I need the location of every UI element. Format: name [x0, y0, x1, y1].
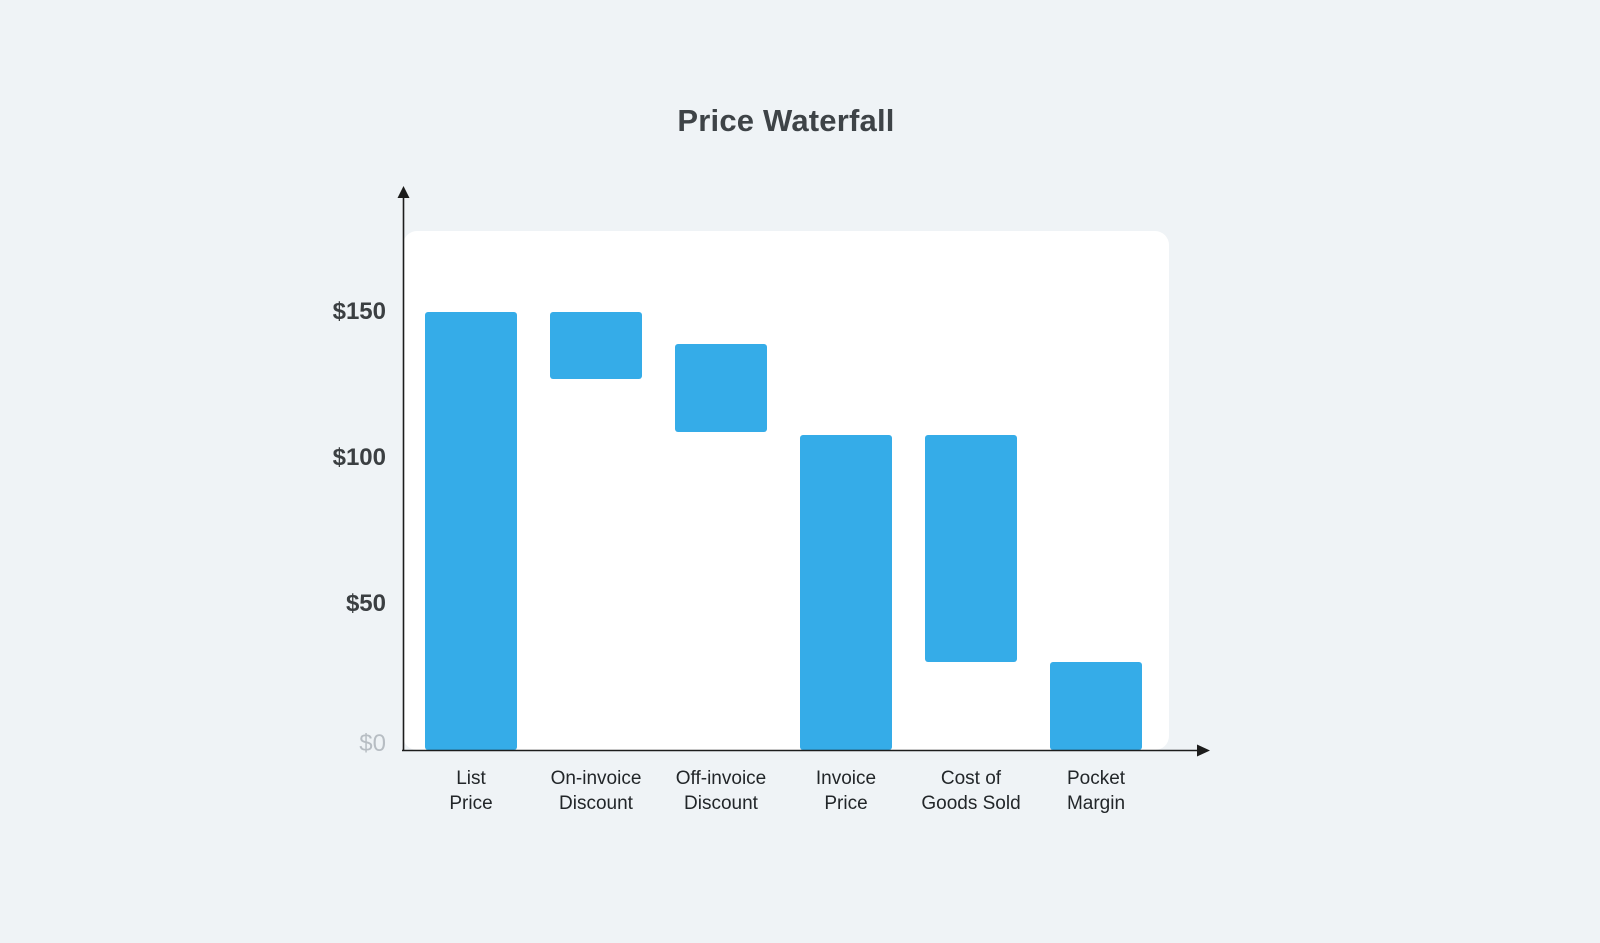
plot-area	[403, 231, 1169, 750]
bar-2	[550, 312, 642, 380]
x-tick-label: Cost of Goods Sold	[921, 768, 1021, 815]
y-tick-label: $150	[332, 298, 386, 325]
x-tick-label: Invoice Price	[815, 768, 877, 815]
x-tick-label: Pocket Margin	[1066, 768, 1126, 815]
y-tick-label: $100	[332, 444, 386, 471]
bar-3	[675, 344, 767, 432]
y-tick-label: $0	[359, 730, 386, 757]
bar-4	[800, 434, 892, 750]
x-tick-label: Off-invoice Discount	[675, 768, 767, 815]
x-axis-arrow-icon	[1197, 744, 1210, 757]
y-axis-arrow-icon	[397, 186, 410, 198]
bar-5	[925, 434, 1017, 663]
bar-6	[1050, 662, 1142, 750]
y-tick-label: $50	[345, 590, 386, 617]
chart-title: Price Waterfall	[677, 103, 895, 138]
bar-1	[425, 312, 517, 750]
x-tick-label: List Price	[449, 768, 493, 815]
x-tick-label: On-invoice Discount	[550, 768, 642, 815]
